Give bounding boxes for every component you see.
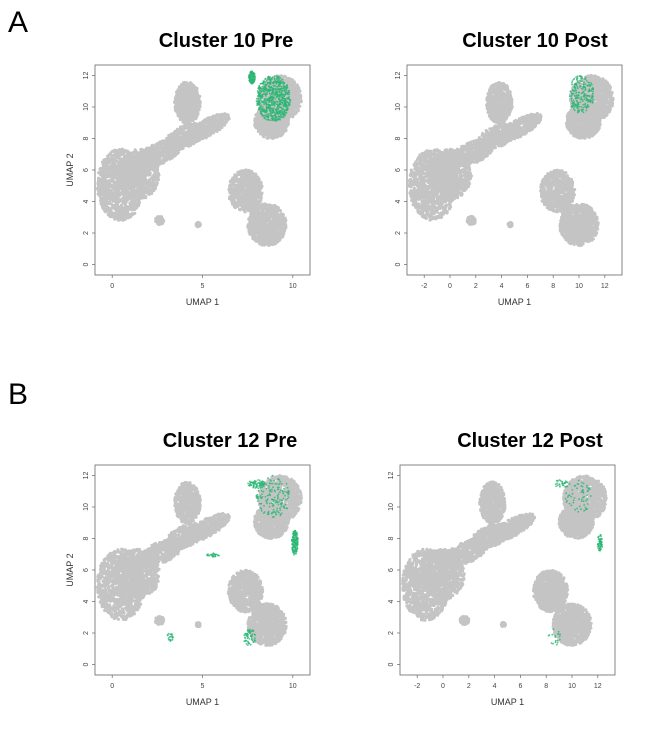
- plot-svg: -2 0 2 4 6 8 10 12 0 2 4 6 8 10 12 UMAP 1: [395, 64, 623, 307]
- y-tick-label: 12: [395, 72, 402, 80]
- x-axis-label: UMAP 1: [186, 697, 219, 707]
- x-tick-label: 2: [467, 683, 471, 690]
- y-axis-label: UMAP 2: [65, 553, 75, 586]
- scatter-plot-cluster10-pre: 0 5 10 0 2 4 6 8 10 12 UMAP 1 UMAP 2: [50, 55, 320, 310]
- y-tick-label: 6: [395, 168, 402, 172]
- y-tick-label: 4: [395, 199, 402, 203]
- y-tick-label: 0: [395, 262, 402, 266]
- y-tick-label: 6: [83, 568, 90, 572]
- x-tick-label: 10: [568, 683, 576, 690]
- x-tick-label: 0: [448, 283, 452, 290]
- highlighted-cells: [166, 474, 299, 646]
- y-tick-label: 2: [388, 631, 395, 635]
- x-tick-label: 0: [110, 283, 114, 290]
- y-tick-label: 4: [83, 599, 90, 603]
- plot-svg: 0 5 10 0 2 4 6 8 10 12 UMAP 1 UMAP 2: [65, 64, 311, 307]
- highlighted-cells: [247, 70, 292, 122]
- y-tick-label: 0: [388, 662, 395, 666]
- y-tick-label: 12: [83, 472, 90, 480]
- y-tick-label: 0: [83, 262, 90, 266]
- y-tick-label: 4: [83, 199, 90, 203]
- y-tick-label: 2: [395, 231, 402, 235]
- y-tick-label: 8: [83, 536, 90, 540]
- plot-title-cluster10-pre: Cluster 10 Pre: [96, 30, 356, 53]
- scatter-plot-cluster12-pre: 0 5 10 0 2 4 6 8 10 12 UMAP 1 UMAP 2: [50, 455, 320, 710]
- y-tick-label: 0: [83, 662, 90, 666]
- plot-svg: 0 5 10 0 2 4 6 8 10 12 UMAP 1 UMAP 2: [65, 464, 311, 707]
- y-tick-label: 4: [388, 599, 395, 603]
- x-tick-label: 0: [441, 683, 445, 690]
- y-tick-label: 2: [83, 231, 90, 235]
- x-tick-label: 0: [110, 683, 114, 690]
- x-tick-label: 12: [594, 683, 602, 690]
- x-tick-label: 8: [544, 683, 548, 690]
- x-tick-label: 6: [525, 283, 529, 290]
- y-tick-label: 6: [83, 168, 90, 172]
- y-tick-label: 10: [395, 103, 402, 111]
- x-tick-label: 10: [575, 283, 583, 290]
- x-tick-label: 10: [289, 683, 297, 690]
- plot-title-cluster12-pre: Cluster 12 Pre: [100, 430, 360, 453]
- plot-svg: -2 0 2 4 6 8 10 12 0 2 4 6 8 10 12 UMAP 1: [388, 464, 616, 707]
- plot-title-cluster10-post: Cluster 10 Post: [405, 30, 665, 53]
- x-tick-label: 8: [551, 283, 555, 290]
- background-cells: [407, 73, 615, 248]
- x-axis-label: UMAP 1: [498, 297, 531, 307]
- y-tick-label: 2: [83, 631, 90, 635]
- x-tick-label: 5: [201, 283, 205, 290]
- y-tick-label: 10: [83, 503, 90, 511]
- x-tick-label: 5: [201, 683, 205, 690]
- y-tick-label: 12: [388, 472, 395, 480]
- highlighted-cells: [547, 479, 604, 646]
- x-tick-label: 12: [601, 283, 609, 290]
- y-tick-label: 8: [388, 536, 395, 540]
- y-tick-label: 10: [83, 103, 90, 111]
- y-tick-label: 12: [83, 72, 90, 80]
- y-tick-label: 6: [388, 568, 395, 572]
- x-tick-label: 10: [289, 283, 297, 290]
- panel-letter-b: B: [8, 378, 28, 412]
- panel-letter-a: A: [8, 6, 28, 40]
- plot-title-cluster12-post: Cluster 12 Post: [400, 430, 660, 453]
- background-cells: [401, 474, 608, 647]
- x-tick-label: 4: [500, 283, 504, 290]
- background-cells: [95, 74, 303, 247]
- highlighted-cells: [568, 74, 595, 114]
- x-tick-label: 2: [474, 283, 478, 290]
- x-axis-label: UMAP 1: [186, 297, 219, 307]
- x-tick-label: 6: [518, 683, 522, 690]
- x-axis-label: UMAP 1: [491, 697, 524, 707]
- background-cells: [95, 474, 303, 647]
- y-tick-label: 8: [83, 136, 90, 140]
- x-tick-label: -2: [414, 683, 420, 690]
- scatter-plot-cluster12-post: -2 0 2 4 6 8 10 12 0 2 4 6 8 10 12 UMAP 1: [355, 455, 625, 710]
- scatter-plot-cluster10-post: -2 0 2 4 6 8 10 12 0 2 4 6 8 10 12 UMAP 1: [362, 55, 632, 310]
- y-tick-label: 10: [388, 503, 395, 511]
- x-tick-label: 4: [493, 683, 497, 690]
- y-tick-label: 8: [395, 136, 402, 140]
- x-tick-label: -2: [421, 283, 427, 290]
- y-axis-label: UMAP 2: [65, 153, 75, 186]
